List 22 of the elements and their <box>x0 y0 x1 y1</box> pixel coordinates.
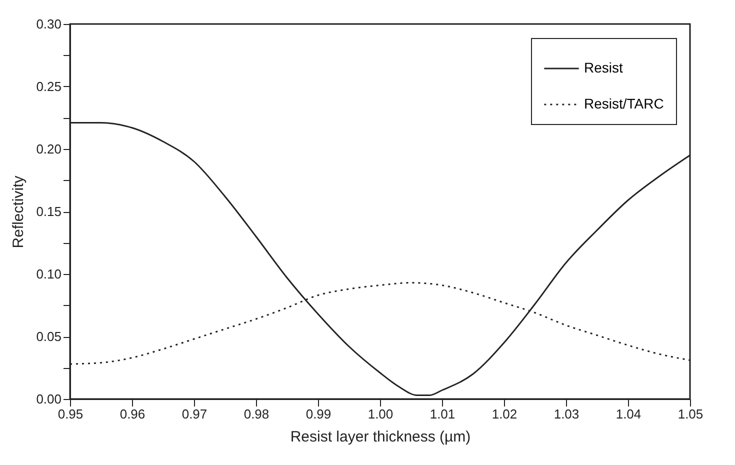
x-tick-label: 1.00 <box>368 406 394 422</box>
legend-label: Resist <box>584 60 624 76</box>
y-tick-label: 0.05 <box>36 329 62 344</box>
x-tick-label: 0.97 <box>182 406 208 422</box>
legend-label: Resist/TARC <box>584 96 664 112</box>
x-axis-title: Resist layer thickness (µm) <box>290 428 471 446</box>
x-tick-label: 0.98 <box>244 406 270 422</box>
y-tick-label: 0.00 <box>36 392 62 406</box>
y-tick-label: 0.10 <box>36 266 62 282</box>
x-tick-label: 1.03 <box>554 406 580 422</box>
x-tick-label: 0.96 <box>120 406 146 422</box>
x-tick-label: 1.01 <box>430 406 456 422</box>
y-tick-label: 0.30 <box>36 16 62 32</box>
x-tick-label: 0.99 <box>306 406 332 422</box>
y-axis-title: Reflectivity <box>10 175 28 248</box>
x-tick-label: 0.95 <box>58 406 84 422</box>
y-tick-label: 0.15 <box>36 204 62 219</box>
x-tick-label: 1.02 <box>492 406 518 422</box>
x-tick-label: 1.04 <box>616 406 642 422</box>
x-tick-label: 1.05 <box>678 406 704 422</box>
y-tick-label: 0.25 <box>36 79 62 94</box>
y-tick-label: 0.20 <box>36 142 62 156</box>
